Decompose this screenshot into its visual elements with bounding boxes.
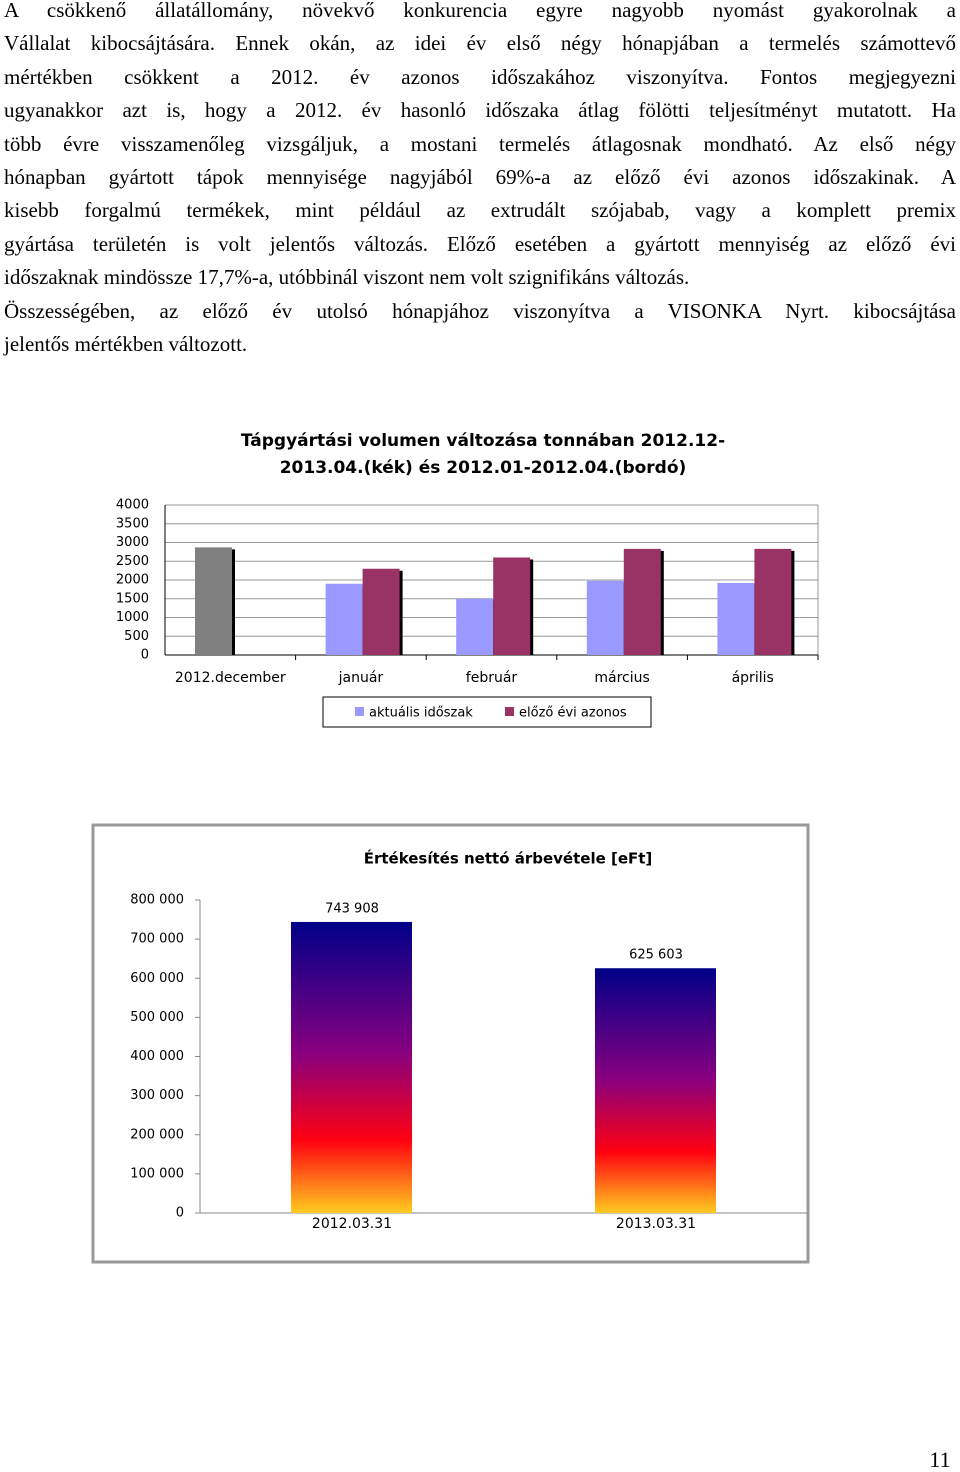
bar xyxy=(325,583,363,655)
x-tick-label: január xyxy=(338,670,384,686)
legend-swatch xyxy=(505,707,514,716)
bar xyxy=(493,557,531,655)
text-line: kisebb forgalmú termékek, mint például a… xyxy=(4,198,956,223)
bar xyxy=(586,580,624,655)
y-tick-label: 3000 xyxy=(116,535,149,550)
x-tick-label: február xyxy=(466,670,518,686)
x-tick-label: 2012.december xyxy=(175,670,286,686)
y-tick-label: 0 xyxy=(176,1206,184,1221)
value-label: 625 603 xyxy=(629,948,683,963)
chart-title: 2013.04.(kék) és 2012.01-2012.04.(bordó) xyxy=(280,458,687,478)
x-tick-label: március xyxy=(594,670,649,686)
y-tick-label: 0 xyxy=(141,648,149,663)
legend-label: előző évi azonos xyxy=(519,706,627,721)
y-tick-label: 2500 xyxy=(116,554,149,569)
y-tick-label: 1500 xyxy=(116,591,149,606)
bar xyxy=(195,547,232,655)
y-tick-label: 3500 xyxy=(116,516,149,531)
text-line: Vállalat kibocsájtására. Ennek okán, az … xyxy=(4,31,956,56)
y-tick-label: 500 xyxy=(124,629,149,644)
text-line: hónapban gyártott tápok mennyisége nagyj… xyxy=(4,165,956,190)
text-line: A csökkenő állatállomány, növekvő konkur… xyxy=(4,0,956,22)
y-tick-label: 600 000 xyxy=(130,971,184,986)
legend-box xyxy=(322,696,652,728)
text-line: Összességében, az előző év utolsó hónapj… xyxy=(4,298,956,323)
y-tick-label: 800 000 xyxy=(130,893,184,908)
text-line: időszaknak mindössze 17,7%-a, utóbbinál … xyxy=(4,265,690,290)
text-line: több évre visszamenőleg vizsgáljuk, a mo… xyxy=(4,131,956,156)
y-tick-label: 200 000 xyxy=(130,1127,184,1142)
bar xyxy=(456,598,494,655)
y-tick-label: 500 000 xyxy=(130,1010,184,1025)
legend-label: aktuális időszak xyxy=(369,706,473,721)
y-tick-label: 1000 xyxy=(116,610,149,625)
bar xyxy=(595,968,716,1213)
x-tick-label: 2012.03.31 xyxy=(312,1216,392,1232)
text-line: jelentős mértékben változott. xyxy=(4,332,248,357)
y-tick-label: 400 000 xyxy=(130,1049,184,1064)
legend-swatch xyxy=(355,707,364,716)
x-tick-label: 2013.03.31 xyxy=(616,1216,696,1232)
x-tick-label: április xyxy=(732,670,774,686)
body-text: A csökkenő állatállomány, növekvő konkur… xyxy=(4,0,956,361)
y-tick-label: 4000 xyxy=(116,498,149,513)
y-tick-label: 2000 xyxy=(116,573,149,588)
chart-title: Értékesítés nettó árbevétele [eFt] xyxy=(364,849,653,868)
page-number: 11 xyxy=(929,1447,950,1472)
bar xyxy=(754,548,792,655)
bar xyxy=(291,921,412,1213)
bar xyxy=(623,548,661,655)
chart-title: Tápgyártási volumen változása tonnában 2… xyxy=(241,431,725,451)
value-label: 743 908 xyxy=(325,901,379,916)
y-tick-label: 300 000 xyxy=(130,1088,184,1103)
text-line: gyártása területén is volt jelentős vált… xyxy=(4,231,956,256)
bar xyxy=(717,583,755,655)
bar xyxy=(362,568,400,655)
text-line: mértékben csökkent a 2012. év azonos idő… xyxy=(4,64,956,89)
text-line: ugyanakkor azt is, hogy a 2012. év hason… xyxy=(4,98,956,123)
y-tick-label: 100 000 xyxy=(130,1166,184,1181)
y-tick-label: 700 000 xyxy=(130,932,184,947)
